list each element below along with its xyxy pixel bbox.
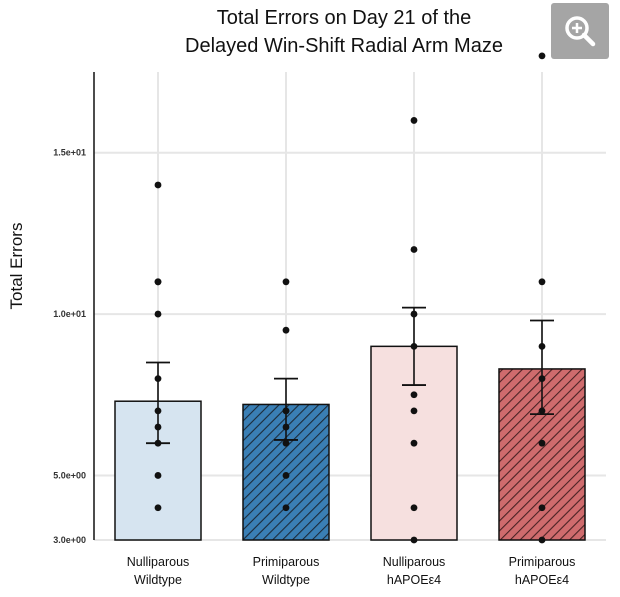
x-tick-label-line2: Wildtype — [134, 573, 182, 587]
data-point — [154, 181, 162, 189]
data-point — [154, 504, 162, 512]
x-tick-label-line1: Nulliparous — [127, 555, 190, 569]
data-point — [410, 439, 418, 447]
data-point — [538, 407, 546, 415]
y-tick-label: 1.0e+01 — [53, 309, 86, 319]
x-tick-labels: Nulliparous Wildtype Primiparous Wildtype Nu… — [127, 555, 576, 587]
error-bars — [146, 306, 554, 445]
y-axis-title: Total Errors — [7, 223, 26, 310]
data-point — [538, 439, 546, 447]
data-point — [154, 472, 162, 479]
data-point — [154, 423, 162, 431]
y-tick-label: 5.0e+00 — [53, 470, 86, 480]
data-point — [410, 246, 418, 253]
data-point — [410, 504, 418, 512]
data-point — [282, 326, 290, 334]
data-point — [154, 278, 162, 286]
x-tick-label-line1: Primiparous — [509, 555, 576, 569]
chart-title-line-1: Total Errors on Day 21 of the — [217, 7, 472, 29]
data-point — [538, 536, 546, 544]
x-tick-label-line1: Nulliparous — [383, 555, 446, 569]
data-point — [282, 423, 290, 431]
y-tick-label: 3.0e+00 — [53, 535, 86, 545]
x-tick-label-line1: Primiparous — [253, 555, 320, 569]
data-point — [410, 391, 418, 399]
x-tick-label-line2: Wildtype — [262, 573, 310, 587]
y-tick-label: 1.5e+01 — [53, 148, 86, 158]
data-point — [282, 472, 290, 479]
x-tick-label-line2: hAPOEε4 — [387, 573, 441, 587]
data-point — [410, 536, 418, 544]
data-point — [538, 342, 546, 350]
data-point — [410, 342, 418, 350]
data-point — [538, 278, 546, 286]
data-point — [154, 375, 162, 383]
data-point — [410, 310, 418, 318]
x-tick-label-line2: hAPOEε4 — [515, 573, 569, 587]
data-point — [282, 407, 290, 415]
y-tick-labels: 3.0e+00 5.0e+00 1.0e+01 1.5e+01 — [53, 148, 86, 545]
zoom-in-button[interactable] — [551, 3, 609, 59]
data-point — [410, 407, 418, 415]
data-point — [282, 278, 290, 286]
zoom-in-icon — [565, 16, 596, 47]
data-point — [154, 407, 162, 415]
data-point — [154, 439, 162, 447]
data-point — [282, 504, 290, 512]
chart-title-line-2: Delayed Win-Shift Radial Arm Maze — [185, 35, 503, 57]
data-point — [538, 504, 546, 512]
data-point — [538, 52, 546, 60]
data-points — [154, 52, 546, 544]
bar — [498, 368, 586, 541]
bars — [114, 345, 586, 541]
data-point — [154, 310, 162, 318]
data-point — [282, 439, 290, 447]
data-point — [538, 375, 546, 383]
data-point — [410, 117, 418, 124]
